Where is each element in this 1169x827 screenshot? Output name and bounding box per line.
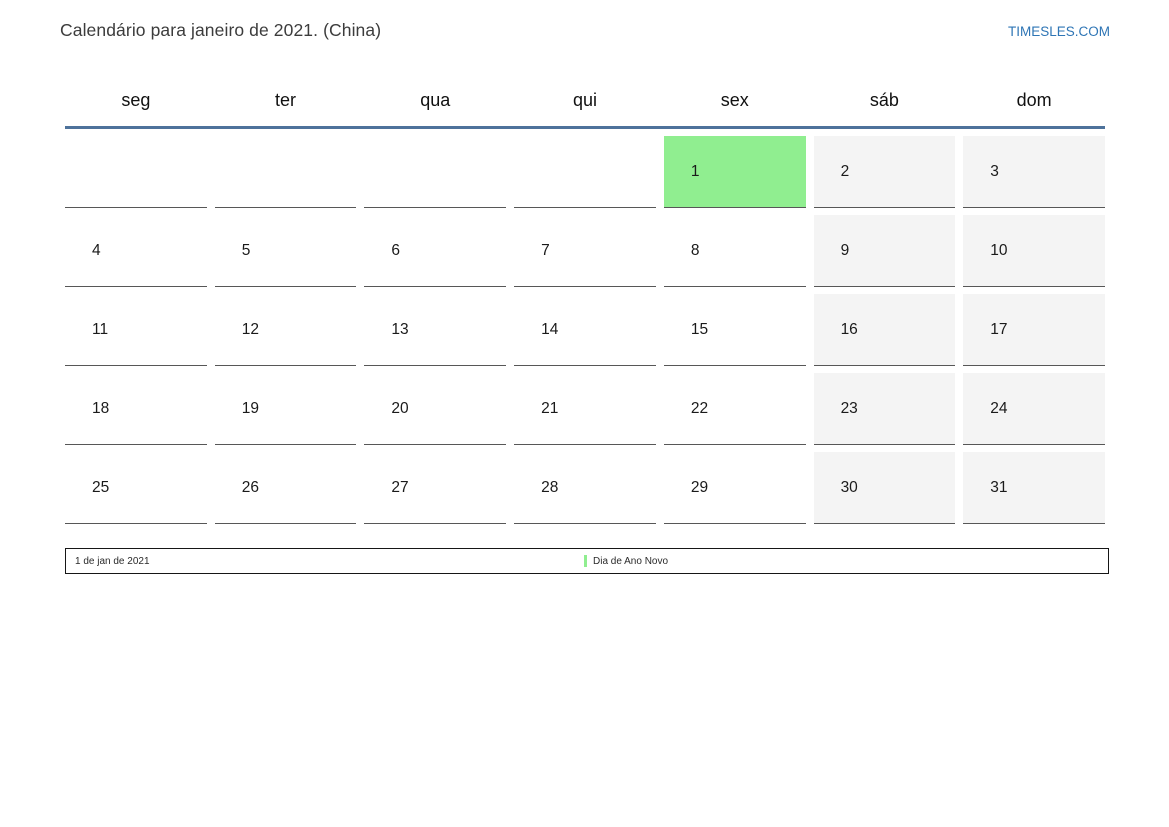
legend-holiday-entry: Dia de Ano Novo <box>584 549 668 573</box>
day-cell-weekend: 10 <box>963 215 1105 287</box>
day-number: 31 <box>990 478 1008 496</box>
weekday-monday: seg <box>121 90 151 110</box>
day-cell: 5 <box>214 215 357 287</box>
page-title: Calendário para janeiro de 2021. (China) <box>60 20 382 40</box>
day-cell: 7 <box>514 215 656 287</box>
day-cell: 14 <box>514 294 656 366</box>
day-number: 4 <box>92 241 101 259</box>
legend-holiday-name: Dia de Ano Novo <box>593 555 669 567</box>
day-cell: 27 <box>364 452 507 524</box>
day-cell: 11 <box>65 294 207 366</box>
day-cell: 12 <box>214 294 357 366</box>
day-cell-empty <box>514 136 656 208</box>
weekday-thursday: qui <box>572 90 597 110</box>
day-number: 21 <box>541 399 559 417</box>
day-cell: 21 <box>514 373 656 445</box>
day-cell: 4 <box>65 215 207 287</box>
day-cell: 6 <box>364 215 507 287</box>
day-number: 7 <box>541 241 550 259</box>
day-cell-empty <box>364 136 507 208</box>
weekday-saturday: sáb <box>869 90 899 110</box>
legend-bar: 1 de jan de 2021 Dia de Ano Novo <box>65 548 1109 574</box>
day-number: 18 <box>92 399 110 417</box>
day-number: 20 <box>391 399 409 417</box>
day-number: 28 <box>541 478 559 496</box>
day-cell: 22 <box>663 373 806 445</box>
day-cell: 28 <box>514 452 656 524</box>
day-number: 9 <box>840 241 850 259</box>
weekday-tuesday: ter <box>275 90 297 110</box>
day-cell-holiday: 1 <box>663 136 806 208</box>
day-number: 13 <box>391 320 409 338</box>
weekday-friday: sex <box>720 90 749 110</box>
weekday-wednesday: qua <box>420 90 451 110</box>
legend-holiday-date: 1 de jan de 2021 <box>75 555 150 567</box>
day-cell-weekend: 2 <box>813 136 956 208</box>
day-number: 1 <box>690 162 700 180</box>
day-number: 19 <box>241 399 259 417</box>
day-cell: 19 <box>214 373 357 445</box>
day-number: 17 <box>990 320 1008 338</box>
day-number: 23 <box>840 399 858 417</box>
day-cell: 29 <box>663 452 806 524</box>
day-number: 8 <box>690 241 700 259</box>
calendar-grid: 1 2 3 4 5 6 7 8 9 10 11 12 13 14 15 16 17 18 19 20 21 22 23 24 2… <box>65 136 1105 524</box>
day-number: 16 <box>840 320 858 338</box>
site-link[interactable]: TIMESLES.COM <box>1007 24 1110 39</box>
day-number: 5 <box>241 241 251 259</box>
day-cell: 26 <box>214 452 357 524</box>
weekday-sunday: dom <box>1016 90 1052 110</box>
day-cell-empty <box>214 136 357 208</box>
day-cell-weekend: 9 <box>813 215 956 287</box>
day-number: 25 <box>92 478 110 496</box>
day-number: 12 <box>241 320 259 338</box>
day-number: 27 <box>391 478 409 496</box>
day-number: 29 <box>690 478 709 496</box>
day-cell: 25 <box>65 452 207 524</box>
day-cell-empty <box>65 136 207 208</box>
day-cell-weekend: 16 <box>813 294 956 366</box>
day-cell: 8 <box>663 215 806 287</box>
day-cell-weekend: 17 <box>963 294 1105 366</box>
day-cell: 20 <box>364 373 507 445</box>
day-cell-weekend: 30 <box>813 452 956 524</box>
day-cell: 15 <box>663 294 806 366</box>
day-cell-weekend: 31 <box>963 452 1105 524</box>
day-number: 24 <box>990 399 1008 417</box>
day-number: 11 <box>92 320 109 338</box>
day-number: 26 <box>241 478 259 496</box>
day-number: 14 <box>541 320 559 338</box>
day-cell: 13 <box>364 294 507 366</box>
day-number: 10 <box>990 241 1008 259</box>
holiday-color-marker-icon <box>584 555 587 567</box>
calendar: seg ter qua qui sex sáb dom 1 2 3 4 5 6 7 8 9 10 1… <box>65 75 1105 524</box>
day-cell-weekend: 23 <box>813 373 956 445</box>
weekday-header-row: seg ter qua qui sex sáb dom <box>65 75 1105 129</box>
day-number: 6 <box>391 241 401 259</box>
day-number: 30 <box>840 478 858 496</box>
day-cell-weekend: 3 <box>963 136 1105 208</box>
day-number: 15 <box>690 320 709 338</box>
day-number: 3 <box>990 162 999 180</box>
day-number: 22 <box>690 399 709 417</box>
day-cell-weekend: 24 <box>963 373 1105 445</box>
day-cell: 18 <box>65 373 207 445</box>
day-number: 2 <box>840 162 850 180</box>
